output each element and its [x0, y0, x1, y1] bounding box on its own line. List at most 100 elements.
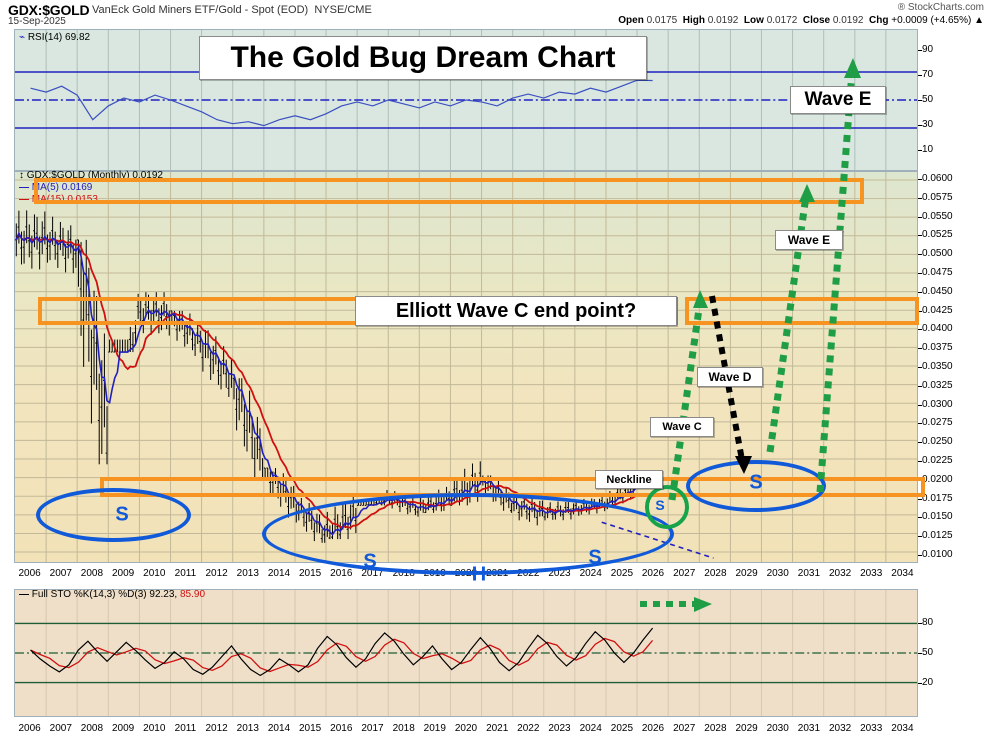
x-axis-year: 2016 — [330, 723, 353, 734]
x-axis-year: 2034 — [891, 723, 914, 734]
neckline-label: Neckline — [595, 470, 663, 489]
open-label: Open — [618, 15, 644, 26]
ma15-swatch-icon: — — [19, 194, 29, 205]
x-axis-year: 2023 — [548, 723, 571, 734]
x-axis-year: 2025 — [610, 723, 634, 734]
x-axis-year: 2009 — [111, 568, 135, 579]
breakout-circle — [645, 485, 689, 529]
wave-d-label: Wave D — [697, 367, 763, 387]
close-label: Close — [802, 15, 831, 26]
axis-tick-label: 0.0400 — [922, 323, 953, 335]
x-axis-year: 2013 — [236, 723, 259, 734]
open-value: 0.0175 — [646, 15, 678, 26]
axis-tick-label: 0.0250 — [922, 436, 953, 448]
x-axis-year: 2012 — [205, 723, 228, 734]
x-axis-year: 2032 — [828, 568, 852, 579]
x-axis-year: 2024 — [579, 568, 602, 579]
x-axis-year: 2015 — [298, 723, 322, 734]
high-label: High — [682, 15, 705, 26]
axis-tick-label: 80 — [922, 617, 934, 628]
x-axis-year: 2021 — [486, 723, 509, 734]
axis-tick-label: 0.0500 — [922, 248, 953, 260]
rsi-panel[interactable]: ⌁ RSI(14) 69.82 — [14, 29, 918, 171]
x-axis-year: 2031 — [797, 568, 821, 579]
axis-tick-label: 0.0200 — [922, 473, 953, 485]
x-axis-year: 2019 — [423, 723, 446, 734]
shoulder-label-right-inner: S — [655, 497, 665, 513]
close-value: 0.0192 — [832, 15, 864, 26]
x-axis-year: 2031 — [797, 723, 821, 734]
x-axis-year: 2023 — [548, 568, 571, 579]
x-axis-year: 2026 — [641, 723, 665, 734]
ma5-swatch-icon: — — [19, 182, 29, 193]
x-axis-year: 2024 — [579, 723, 602, 734]
price-legend-ma5: — MA(5) 0.0169 — [19, 182, 93, 193]
wave-e-inner-label: Wave E — [775, 230, 843, 250]
symbol-ticker: GDX:$GOLD — [8, 2, 90, 18]
stochastic-legend: — Full STO %K(14,3) %D(3) 92.23, 85.90 — [19, 589, 206, 600]
x-axis-year: 2027 — [673, 723, 696, 734]
exchange-label: NYSE/CME — [314, 4, 372, 16]
x-axis-year: 2006 — [18, 723, 41, 734]
x-axis-year: 2007 — [49, 723, 72, 734]
x-axis-year: 2010 — [143, 723, 166, 734]
x-axis-year: 2029 — [735, 723, 758, 734]
x-axis-year: 2008 — [80, 723, 104, 734]
axis-tick-label: 0.0350 — [922, 361, 953, 372]
x-axis-year: 2010 — [143, 568, 166, 579]
x-axis-year: 2018 — [392, 568, 415, 579]
price-indicator-icon: ↕ — [19, 170, 24, 181]
x-axis-year: 2022 — [517, 568, 540, 579]
orange-zone-top — [34, 178, 864, 204]
axis-tick-label: 0.0150 — [922, 511, 953, 523]
shoulder-label-left: S — [115, 503, 129, 526]
x-axis-year: 2014 — [267, 723, 291, 734]
x-axis-year: 2011 — [174, 568, 197, 579]
axis-tick-label: 10 — [922, 144, 934, 155]
axis-tick-label: 50 — [922, 94, 934, 105]
wave-e-outer-label: Wave E — [790, 86, 886, 114]
axis-tick-label: 70 — [922, 69, 934, 80]
axis-tick-label: 0.0525 — [922, 229, 953, 241]
stochastic-panel[interactable]: — Full STO %K(14,3) %D(3) 92.23, 85.90 — [14, 589, 918, 717]
indicator-icon: ⌁ — [19, 32, 26, 43]
axis-tick-label: 0.0425 — [922, 304, 953, 316]
x-axis-year: 2007 — [49, 568, 72, 579]
symbol-description: VanEck Gold Miners ETF/Gold - Spot (EOD)… — [92, 4, 372, 16]
chg-value: +0.0009 (+4.65%) — [891, 15, 972, 26]
orange-zone-upper-right — [685, 297, 919, 325]
x-axis-year: 2008 — [80, 568, 104, 579]
x-axis-year: 2029 — [735, 568, 758, 579]
x-axis-year: 2027 — [673, 568, 696, 579]
stockcharts-watermark: ® StockCharts.com — [897, 2, 984, 13]
axis-tick-label: 0.0175 — [922, 492, 953, 504]
x-axis-year: 2022 — [517, 723, 540, 734]
shoulder-label-mid-right: S — [588, 546, 602, 569]
x-axis-year: 2015 — [298, 568, 322, 579]
chg-arrow-icon: ▲ — [974, 15, 984, 26]
axis-tick-label: 90 — [922, 44, 934, 55]
x-axis-year: 2028 — [704, 723, 727, 734]
head-label: H — [471, 563, 487, 586]
x-axis-year: 2028 — [704, 568, 727, 579]
axis-tick-label: 0.0375 — [922, 342, 953, 354]
chg-label: Chg — [869, 15, 889, 26]
axis-tick-label: 0.0450 — [922, 285, 953, 297]
x-axis-year: 2017 — [361, 568, 384, 579]
x-axis-year: 2017 — [361, 723, 384, 734]
x-axis-year: 2016 — [330, 568, 353, 579]
x-axis-year: 2030 — [766, 568, 789, 579]
axis-tick-label: 0.0275 — [922, 417, 953, 429]
chart-title-box: The Gold Bug Dream Chart — [199, 36, 647, 80]
axis-tick-label: 0.0125 — [922, 530, 953, 542]
chart-header: GDX:$GOLD VanEck Gold Miners ETF/Gold - … — [0, 0, 990, 28]
x-axis-year: 2011 — [174, 723, 197, 734]
x-axis-year: 2026 — [641, 568, 665, 579]
shoulder-label-mid-left: S — [363, 550, 377, 573]
axis-tick-label: 0.0575 — [922, 191, 953, 203]
low-label: Low — [743, 15, 764, 26]
axis-tick-label: 0.0475 — [922, 267, 953, 278]
axis-tick-label: 0.0550 — [922, 210, 953, 222]
x-axis-year: 2014 — [267, 568, 291, 579]
sto-swatch-icon: — — [19, 589, 29, 600]
